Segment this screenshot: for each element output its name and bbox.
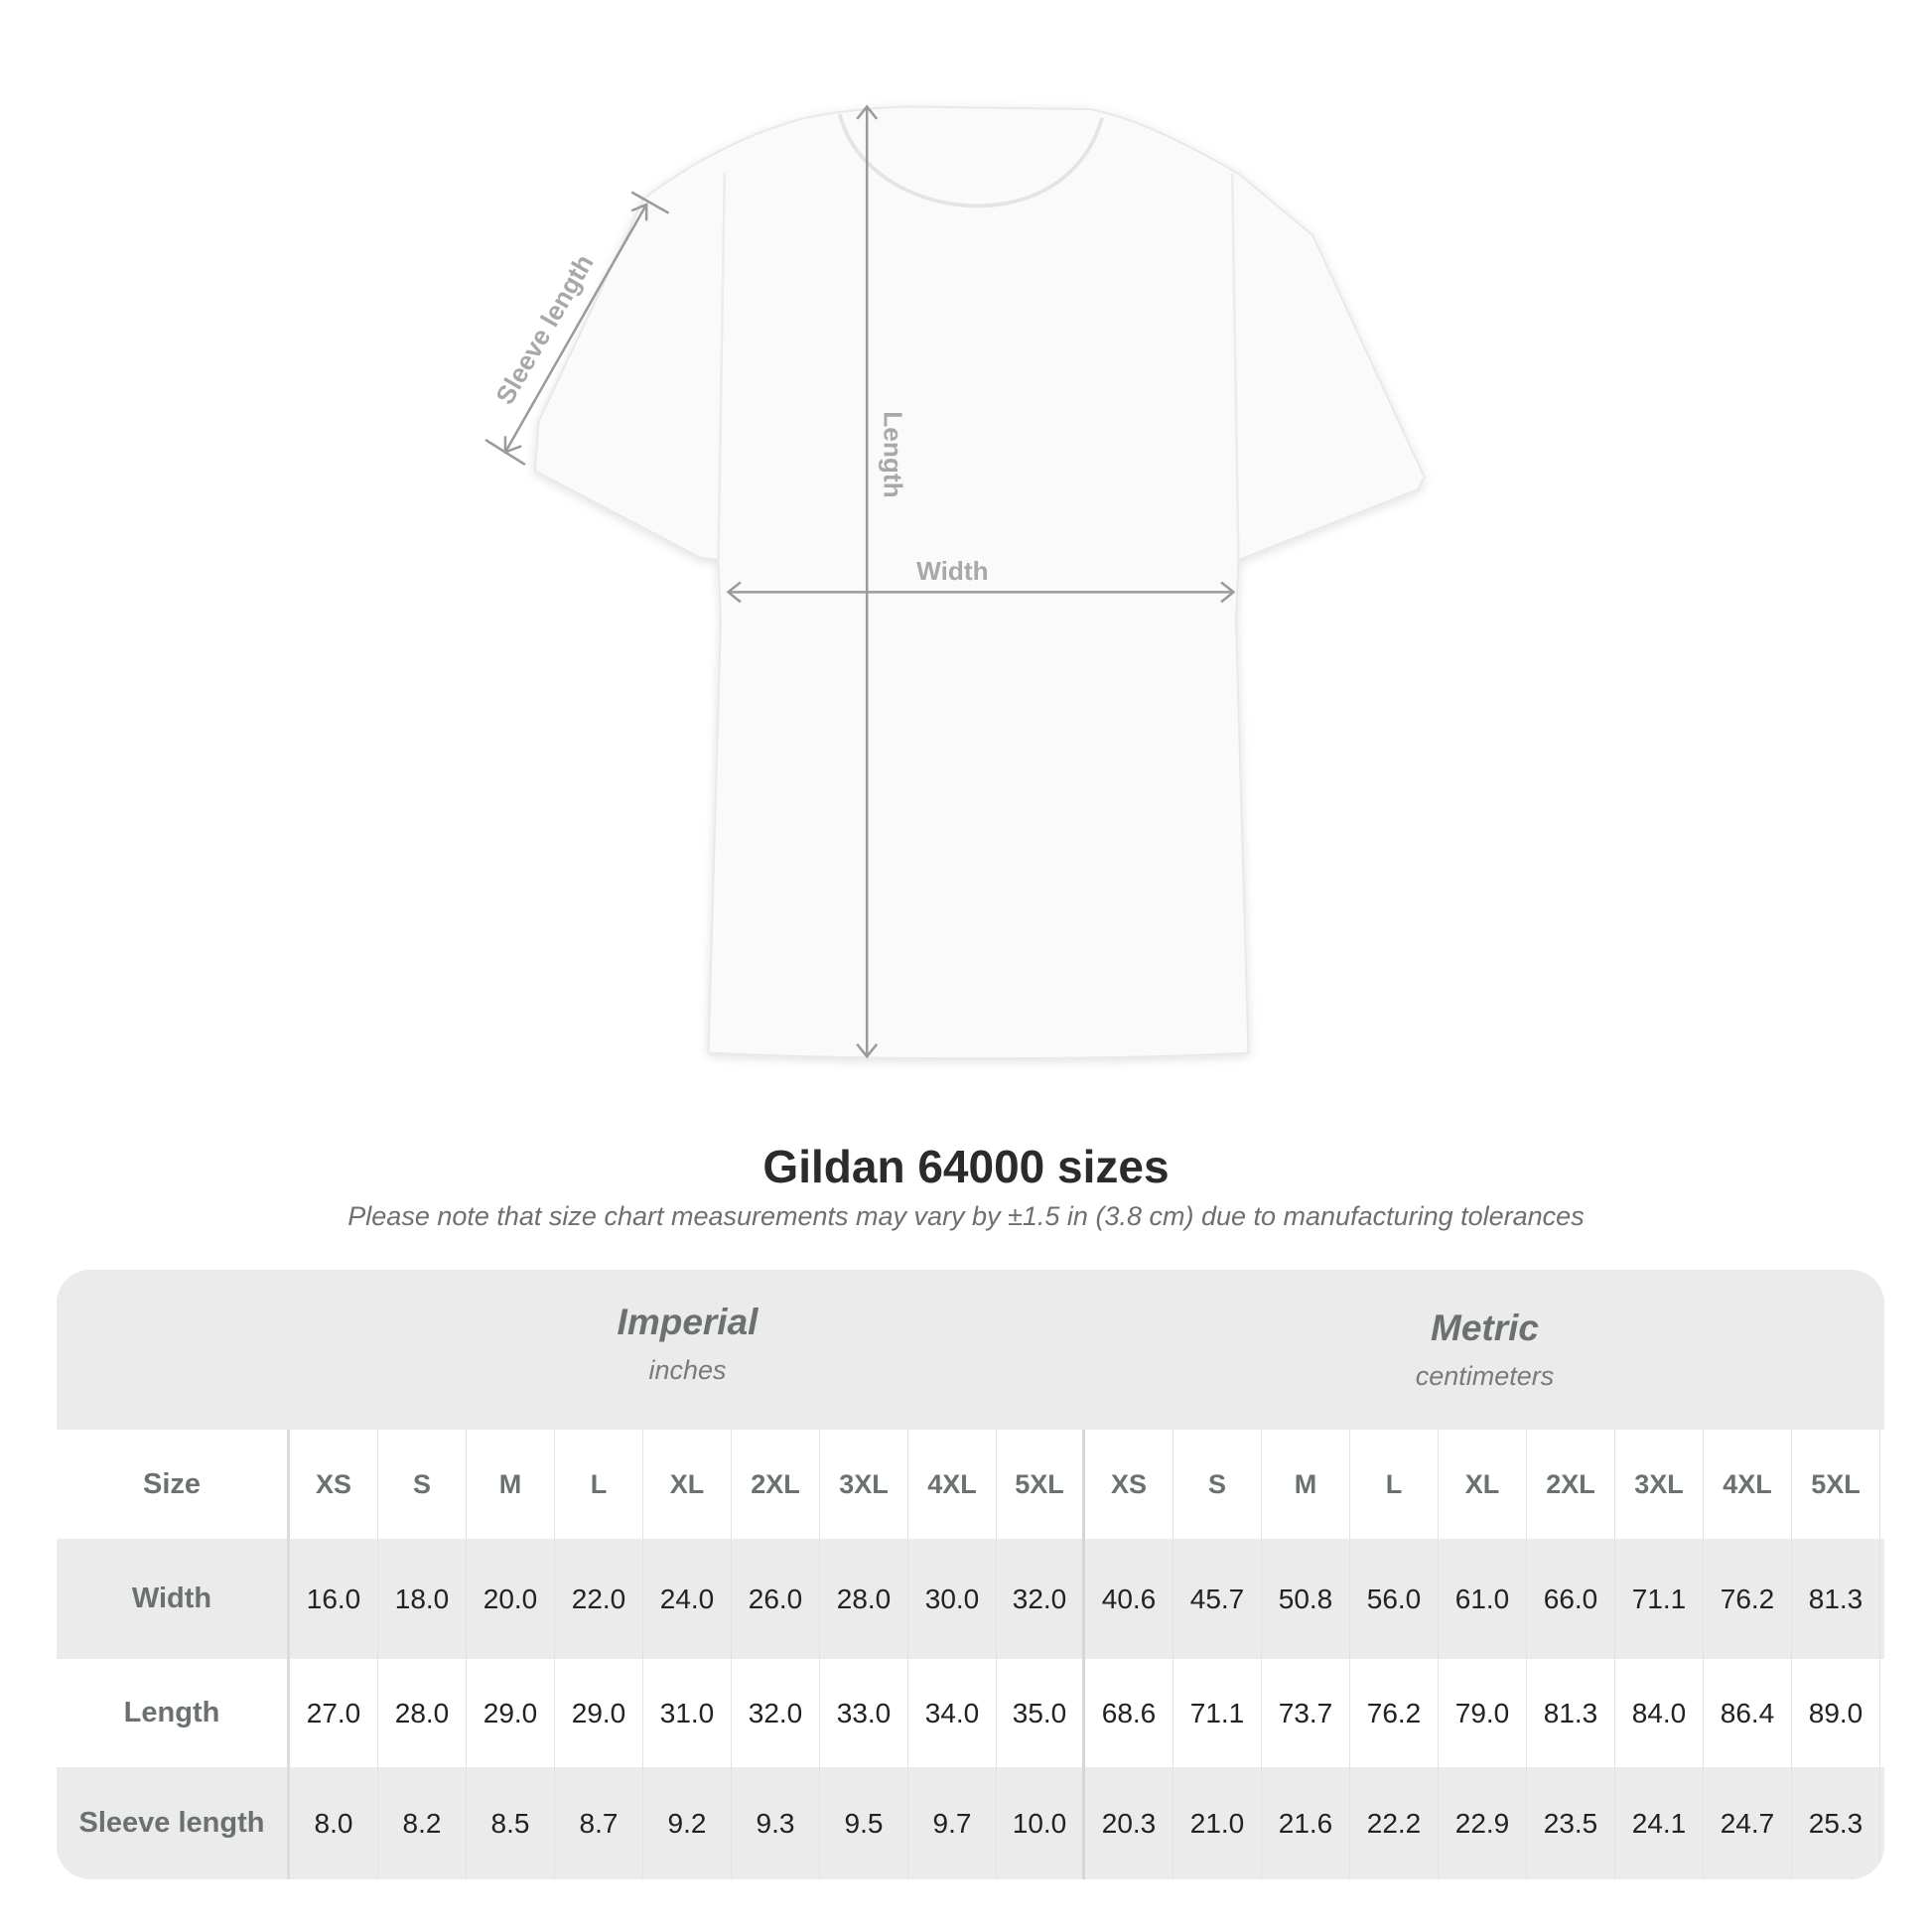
table-cell: 8.7 xyxy=(555,1767,643,1879)
table-cell: 28.0 xyxy=(820,1539,908,1659)
table-cell: 16.0 xyxy=(290,1539,378,1659)
table-cell: 32.0 xyxy=(732,1659,820,1767)
table-cell: 76.2 xyxy=(1704,1539,1792,1659)
table-cell: 29.0 xyxy=(555,1659,643,1767)
size-header-cell: 2XL xyxy=(1527,1430,1615,1539)
size-header-cell: L xyxy=(555,1430,643,1539)
table-cell: 24.7 xyxy=(1704,1767,1792,1879)
size-header-cell: L xyxy=(1350,1430,1439,1539)
length-measure xyxy=(856,104,879,1059)
size-header-cell: XL xyxy=(643,1430,732,1539)
table-cell: 32.0 xyxy=(997,1539,1085,1659)
table-cell: 8.5 xyxy=(467,1767,555,1879)
table-cell: 76.2 xyxy=(1350,1659,1439,1767)
table-cell: 81.3 xyxy=(1792,1539,1880,1659)
table-cell: 68.6 xyxy=(1085,1659,1173,1767)
size-header-cell: S xyxy=(1173,1430,1262,1539)
width-measure xyxy=(726,581,1236,604)
size-header-cell: M xyxy=(1262,1430,1350,1539)
tolerance-note: Please note that size chart measurements… xyxy=(347,1201,1585,1231)
table-cell: 8.2 xyxy=(378,1767,467,1879)
size-header-cell: 5XL xyxy=(1792,1430,1880,1539)
metric-header: Metric centimeters xyxy=(1085,1308,1884,1392)
table-cell: 30.0 xyxy=(908,1539,997,1659)
table-cell: 24.1 xyxy=(1615,1767,1704,1879)
row-label: Size xyxy=(57,1430,290,1539)
table-cell: 25.3 xyxy=(1792,1767,1880,1879)
table-cell: 9.7 xyxy=(908,1767,997,1879)
size-header-cell: XL xyxy=(1439,1430,1527,1539)
table-cell: 26.0 xyxy=(732,1539,820,1659)
table-cell: 24.0 xyxy=(643,1539,732,1659)
table-cell: 23.5 xyxy=(1527,1767,1615,1879)
sleeve-length-measure xyxy=(484,191,670,467)
table-cell: 73.7 xyxy=(1262,1659,1350,1767)
table-header-band xyxy=(57,1270,1884,1430)
row-label: Width xyxy=(57,1539,290,1659)
size-header-cell: 2XL xyxy=(732,1430,820,1539)
table-row: Width 16.0 18.0 20.0 22.0 24.0 26.0 28.0 30.0 32.… xyxy=(57,1539,1884,1659)
table-cell: 27.0 xyxy=(290,1659,378,1767)
metric-title: Metric xyxy=(1431,1308,1539,1348)
row-label: Length xyxy=(57,1659,290,1767)
table-row: Length 27.0 28.0 29.0 29.0 31.0 32.0 33.0 34.0 35… xyxy=(57,1659,1884,1767)
size-header-cell: 3XL xyxy=(1615,1430,1704,1539)
table-cell: 18.0 xyxy=(378,1539,467,1659)
table-cell: 22.2 xyxy=(1350,1767,1439,1879)
table-cell: 89.0 xyxy=(1792,1659,1880,1767)
table-cell: 9.2 xyxy=(643,1767,732,1879)
row-label: Sleeve length xyxy=(57,1767,290,1879)
table-cell: 9.3 xyxy=(732,1767,820,1879)
table-cell: 84.0 xyxy=(1615,1659,1704,1767)
table-cell: 29.0 xyxy=(467,1659,555,1767)
imperial-unit: inches xyxy=(648,1355,727,1385)
size-row: Size XS S M L XL 2XL 3XL 4XL 5XL XS S M L XL 2XL 3XL 4XL… xyxy=(57,1430,1884,1539)
size-header-cell: 3XL xyxy=(820,1430,908,1539)
size-header-cell: S xyxy=(378,1430,467,1539)
size-header-cell: 5XL xyxy=(997,1430,1085,1539)
table-cell: 22.9 xyxy=(1439,1767,1527,1879)
table-row: Sleeve length 8.0 8.2 8.5 8.7 9.2 9.3 9.5 9.7 10.… xyxy=(57,1767,1884,1879)
table-cell: 40.6 xyxy=(1085,1539,1173,1659)
size-header-cell: XS xyxy=(1085,1430,1173,1539)
width-label: Width xyxy=(916,556,988,586)
table-cell: 21.0 xyxy=(1173,1767,1262,1879)
table-cell: 28.0 xyxy=(378,1659,467,1767)
table-cell: 35.0 xyxy=(997,1659,1085,1767)
imperial-title: Imperial xyxy=(617,1302,759,1342)
table-cell: 22.0 xyxy=(555,1539,643,1659)
table-cell: 71.1 xyxy=(1615,1539,1704,1659)
size-header-cell: M xyxy=(467,1430,555,1539)
size-table: Imperial inches Metric centimeters Size … xyxy=(57,1270,1884,1879)
tshirt-shape xyxy=(533,105,1426,1060)
tshirt-diagram: Sleeve length Length Width xyxy=(484,104,1426,1060)
length-label: Length xyxy=(879,411,908,497)
table-cell: 20.3 xyxy=(1085,1767,1173,1879)
table-cell: 81.3 xyxy=(1527,1659,1615,1767)
size-header-cell: 4XL xyxy=(1704,1430,1792,1539)
table-cell: 66.0 xyxy=(1527,1539,1615,1659)
table-cell: 61.0 xyxy=(1439,1539,1527,1659)
table-cell: 79.0 xyxy=(1439,1659,1527,1767)
table-cell: 20.0 xyxy=(467,1539,555,1659)
table-cell: 31.0 xyxy=(643,1659,732,1767)
table-cell: 33.0 xyxy=(820,1659,908,1767)
table-cell: 50.8 xyxy=(1262,1539,1350,1659)
table-cell: 34.0 xyxy=(908,1659,997,1767)
table-cell: 86.4 xyxy=(1704,1659,1792,1767)
table-cell: 71.1 xyxy=(1173,1659,1262,1767)
size-header-cell: XS xyxy=(290,1430,378,1539)
table-cell: 45.7 xyxy=(1173,1539,1262,1659)
table-cell: 9.5 xyxy=(820,1767,908,1879)
table-cell: 56.0 xyxy=(1350,1539,1439,1659)
table-cell: 10.0 xyxy=(997,1767,1085,1879)
table-cell: 21.6 xyxy=(1262,1767,1350,1879)
imperial-header: Imperial inches xyxy=(290,1302,1085,1386)
table-cell: 8.0 xyxy=(290,1767,378,1879)
page-title: Gildan 64000 sizes xyxy=(762,1141,1170,1192)
size-header-cell: 4XL xyxy=(908,1430,997,1539)
metric-unit: centimeters xyxy=(1415,1361,1555,1391)
neckline xyxy=(837,113,1105,208)
